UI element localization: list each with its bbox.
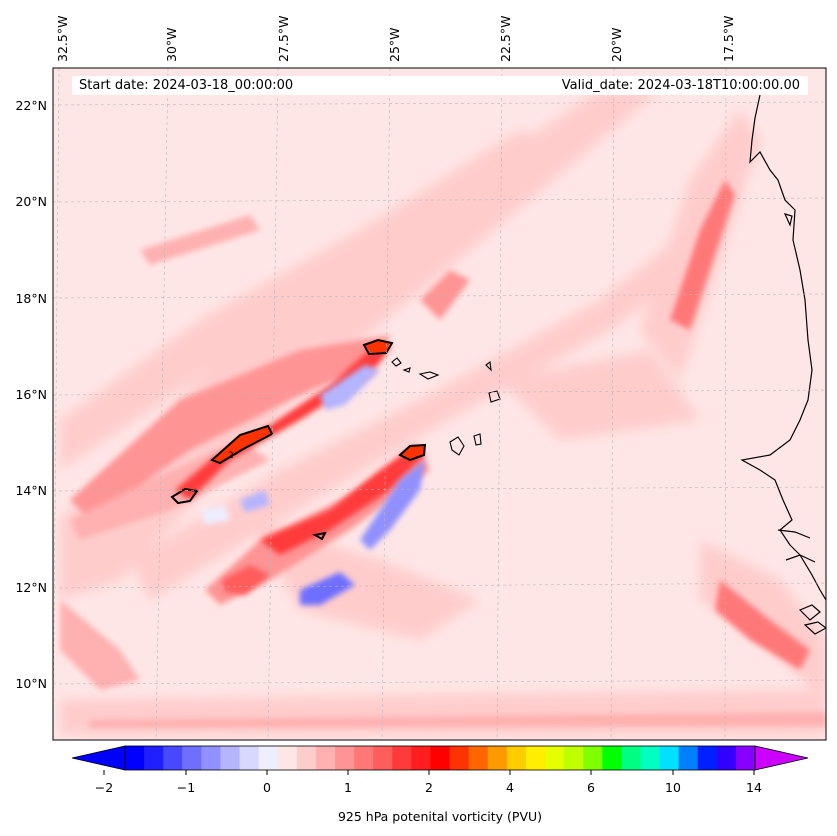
colorbar-segment [735, 746, 756, 770]
colorbar-tick-label: −1 [177, 780, 195, 795]
lat-label: 20°N [15, 194, 47, 209]
colorbar-extend-low [71, 745, 126, 771]
latitude-labels: 22°N 20°N 18°N 16°N 14°N 12°N 10°N [15, 98, 47, 691]
colorbar-segment [545, 746, 565, 770]
contour-label: 2 [228, 451, 234, 461]
colorbar-ticks: −2 −1 0 1 2 4 6 10 14 [95, 770, 762, 795]
lat-label: 22°N [15, 98, 47, 113]
colorbar-segment [220, 746, 241, 770]
colorbar-segment [564, 746, 584, 770]
lat-label: 18°N [15, 291, 47, 306]
lon-label: 20°W [609, 27, 624, 62]
colorbar-title: 925 hPa potenital vorticity (PVU) [338, 809, 542, 824]
lon-label: 17.5°W [721, 16, 736, 62]
colorbar-segment [430, 746, 451, 770]
colorbar-segment [659, 746, 680, 770]
colorbar-segment [239, 746, 260, 770]
lat-label: 12°N [15, 580, 47, 595]
colorbar-tick-label: 1 [344, 780, 352, 795]
lon-label: 32.5°W [55, 16, 70, 62]
colorbar-segment [277, 746, 298, 770]
lat-label: 16°N [15, 387, 47, 402]
colorbar-tick-label: 6 [587, 780, 595, 795]
colorbar-segment [678, 746, 699, 770]
lat-label: 14°N [15, 483, 47, 498]
colorbar-segment [163, 746, 183, 770]
pv-field-negative [200, 365, 425, 605]
colorbar-segment [373, 746, 393, 770]
colorbar-segment [716, 746, 737, 770]
colorbar-tick-label: 2 [425, 780, 433, 795]
colorbar: −2 −1 0 1 2 4 6 10 14 925 hPa potenital vorticit… [71, 745, 809, 824]
valid-date-text: Valid_date: 2024-03-18T10:00:00.00 [561, 78, 800, 93]
colorbar-segment [182, 746, 202, 770]
colorbar-segment [583, 746, 603, 770]
colorbar-tick-label: 10 [665, 780, 681, 795]
colorbar-segment [640, 746, 661, 770]
colorbar-segment [506, 746, 527, 770]
africa-coastline [740, 94, 826, 635]
colorbar-segment [411, 746, 431, 770]
colorbar-segment [296, 746, 317, 770]
start-date-text: Start date: 2024-03-18_00:00:00 [79, 78, 294, 93]
colorbar-segment [258, 746, 279, 770]
colorbar-tick-label: 14 [746, 780, 762, 795]
pv-core-1 [212, 426, 272, 463]
pv-contours [170, 338, 427, 541]
colorbar-extend-high [754, 745, 809, 771]
colorbar-segment [144, 746, 164, 770]
colorbar-segments [125, 746, 756, 770]
lon-label: 27.5°W [276, 16, 291, 62]
cape-verde-islands [391, 357, 501, 456]
longitude-labels: 32.5°W 30°W 27.5°W 25°W 22.5°W 20°W 17.5… [55, 16, 736, 62]
colorbar-segment [201, 746, 221, 770]
colorbar-tick-label: 0 [263, 780, 271, 795]
lon-label: 30°W [164, 27, 179, 62]
colorbar-segment [602, 746, 622, 770]
colorbar-tick-label: 4 [506, 780, 514, 795]
colorbar-segment [315, 746, 336, 770]
lon-label: 22.5°W [498, 16, 513, 62]
lat-label: 10°N [15, 676, 47, 691]
colorbar-segment [697, 746, 718, 770]
colorbar-segment [525, 746, 546, 770]
colorbar-segment [449, 746, 470, 770]
map-panel: 2 [53, 68, 826, 740]
colorbar-segment [468, 746, 489, 770]
colorbar-segment [621, 746, 641, 770]
colorbar-segment [487, 746, 508, 770]
colorbar-segment [335, 746, 355, 770]
lon-label: 25°W [387, 27, 402, 62]
header-strip [72, 76, 808, 95]
colorbar-segment [125, 746, 145, 770]
colorbar-segment [392, 746, 412, 770]
colorbar-frame [124, 745, 756, 771]
map-border [52, 67, 827, 741]
colorbar-tick-label: −2 [95, 780, 113, 795]
colorbar-segment [354, 746, 374, 770]
graticule [53, 68, 826, 740]
